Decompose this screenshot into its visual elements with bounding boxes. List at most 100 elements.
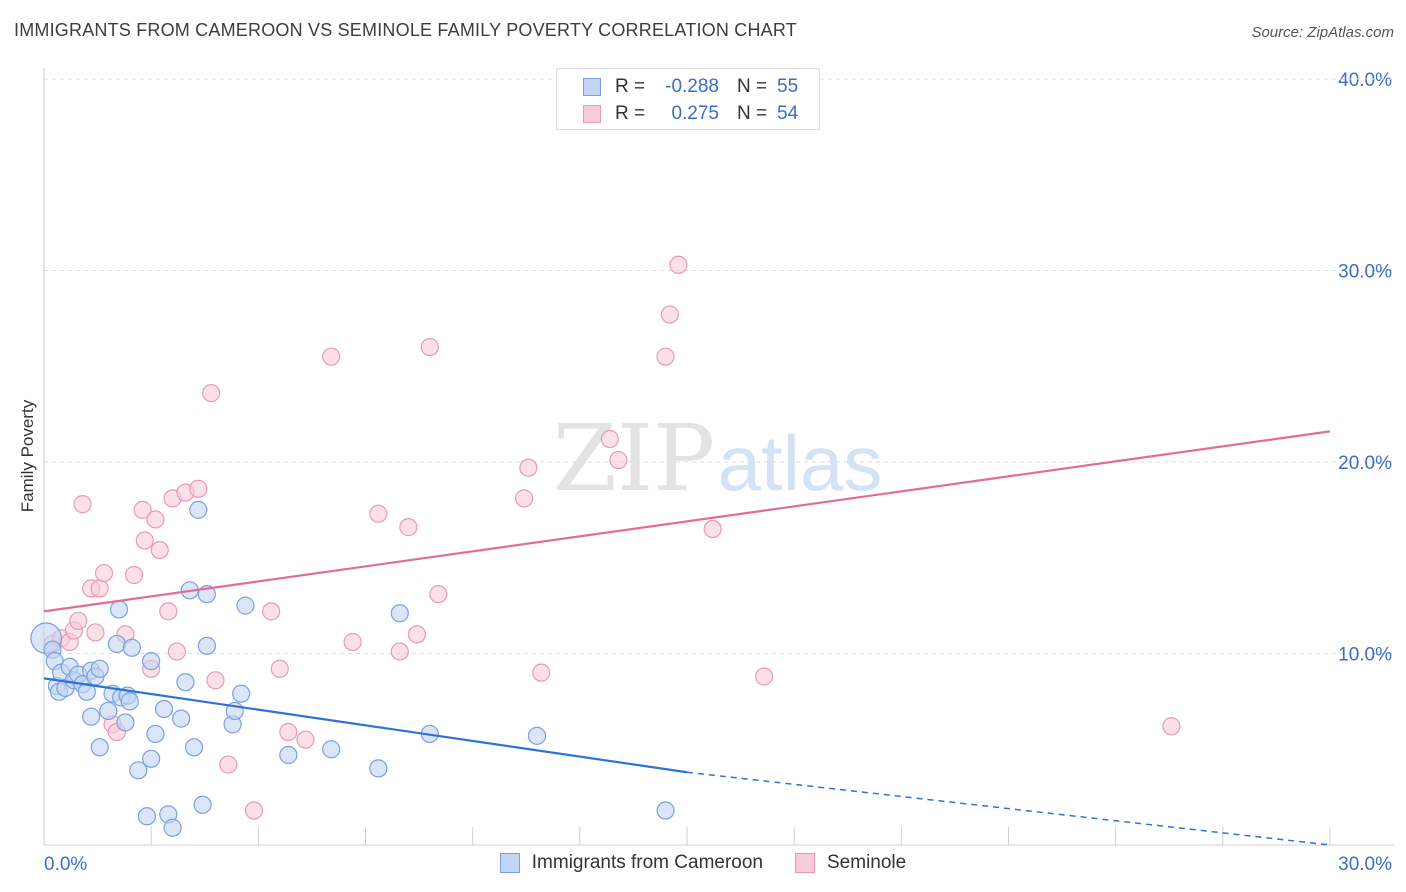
x-tick-label: 30.0% [1338,854,1392,875]
cameroon-point [107,634,126,654]
seminole-point [296,730,315,749]
x-tick-label: 0.0% [44,854,87,875]
cameroon-point [77,682,96,701]
r-label: R = [615,76,646,97]
cameroon-point [129,761,148,780]
r-value: 0.275 [671,103,719,124]
cameroon-point [90,738,109,757]
seminole-point [206,671,225,690]
seminole-point [159,602,178,621]
seminole-point [270,659,289,678]
seminole-point [262,602,281,621]
seminole-point [146,510,165,529]
seminole-point [86,623,105,642]
seminole-point [90,579,109,598]
stats-row-seminole: R = 0.275 N = 54 [557,101,798,127]
seminole-point [202,383,221,403]
legend-item-cameroon[interactable]: Immigrants from Cameroon [499,852,763,874]
seminole-point [532,663,551,682]
cameroon-point [369,759,388,778]
cameroon-point [172,709,191,728]
seminole-trend-line [43,430,1331,613]
pink-swatch [583,105,601,123]
seminole-point [219,755,238,774]
seminole-point [343,632,362,652]
cameroon-point [236,596,255,615]
seminole-point [407,625,427,644]
source-label: Source: ZipAtlas.com [1251,24,1394,41]
seminole-point [660,305,679,324]
cameroon-point [122,638,141,657]
cameroon-point [163,818,182,837]
cameroon-point [322,740,341,759]
cameroon-point [90,659,109,678]
cameroon-point [197,636,216,655]
seminole-point [600,429,619,449]
seminole-point [369,504,388,523]
seminole-point [150,540,169,560]
seminole-point [609,450,628,470]
cameroon-point [99,701,118,721]
cameroon-point [656,801,675,820]
seminole-point [755,667,774,686]
seminole-point [135,531,154,550]
blue-swatch [583,78,601,96]
cameroon-point [120,692,139,711]
n-label: N = [737,76,768,97]
y-tick-label: 30.0% [1338,262,1392,283]
cameroon-point [154,699,174,719]
stats-box: R = -0.288 N = 55 R = 0.275 N = 54 [556,68,820,130]
legend-label: Immigrants from Cameroon [531,852,763,873]
legend: Immigrants from Cameroon Seminole [0,852,1406,874]
cameroon-trend-line [43,677,688,774]
legend-swatch-blue [499,853,520,873]
cameroon-trend-extension [686,771,1331,846]
seminole-point [1162,717,1181,736]
cameroon-point [189,500,208,519]
seminole-point [244,801,264,820]
seminole-point [390,642,409,661]
watermark-atlas: atlas [718,419,883,507]
n-value: 54 [777,103,799,124]
y-tick-label: 20.0% [1338,453,1392,474]
seminole-point [669,255,688,274]
y-tick-label: 40.0% [1338,70,1392,91]
chart-title: IMMIGRANTS FROM CAMEROON VS SEMINOLE FAM… [14,20,797,40]
cameroon-point [176,673,195,692]
seminole-point [167,642,186,661]
seminole-point [519,458,538,477]
seminole-point [69,611,88,631]
seminole-point [703,519,722,539]
seminole-point [420,338,439,357]
watermark-zip: ZIP [553,405,715,512]
seminole-point [133,500,152,519]
legend-swatch-pink [795,853,815,873]
seminole-point [279,722,298,742]
n-label: N = [737,103,768,124]
seminole-point [515,489,534,508]
cameroon-point [193,795,212,814]
seminole-point [656,347,675,366]
seminole-point [322,347,341,366]
cameroon-point [142,652,161,671]
cameroon-point [82,707,101,726]
legend-item-seminole[interactable]: Seminole [795,852,906,874]
seminole-point [399,518,418,537]
cameroon-point [184,738,204,757]
r-value: -0.288 [665,76,719,97]
cameroon-point [109,600,129,619]
cameroon-point [527,726,547,745]
seminole-point [73,495,92,514]
n-value: 55 [777,76,799,97]
r-label: R = [615,103,646,124]
cameroon-point [137,807,156,826]
legend-label: Seminole [827,852,907,873]
seminole-point [94,563,114,583]
cameroon-point [142,749,161,768]
cameroon-point [116,713,135,732]
cameroon-point [390,604,409,623]
seminole-point [124,565,144,585]
seminole-point [189,479,208,498]
cameroon-point [232,684,251,703]
